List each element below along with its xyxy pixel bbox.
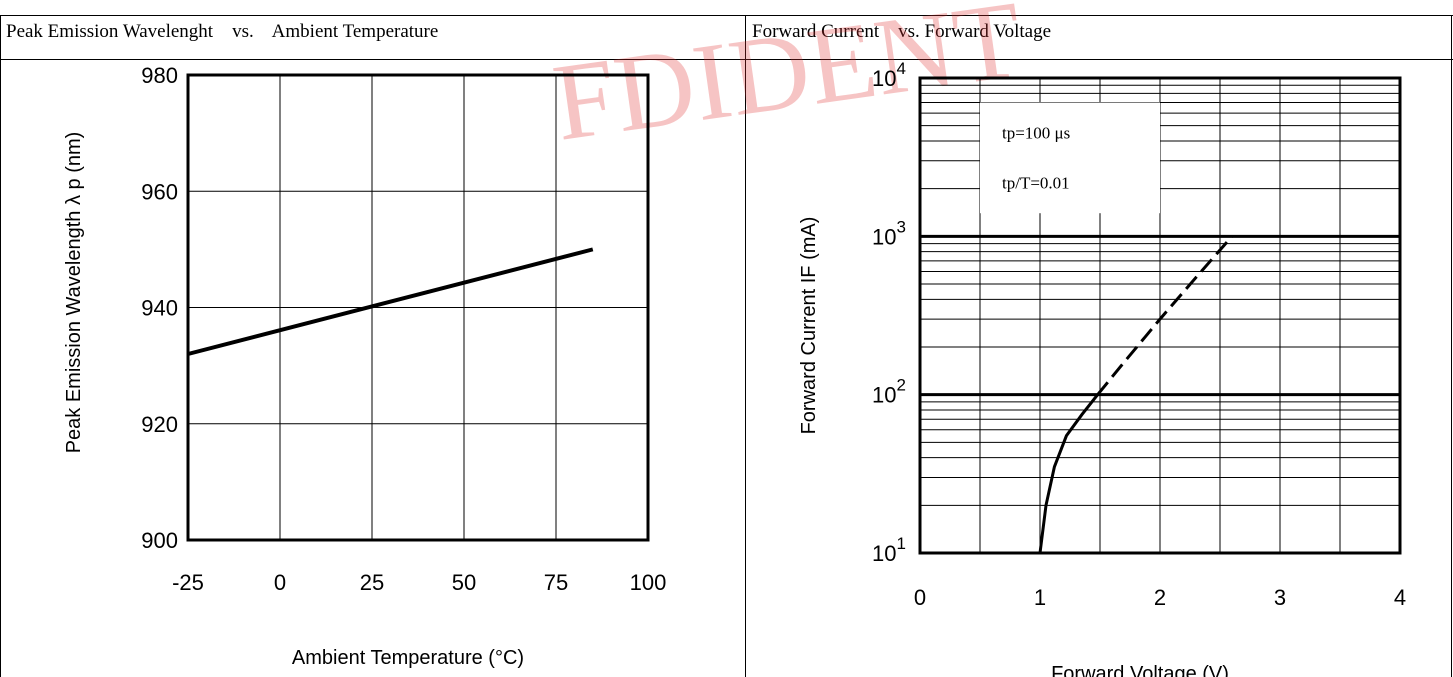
y-tick-label: 104 xyxy=(872,59,906,91)
x-tick-label: 1 xyxy=(1034,585,1046,610)
x-tick-label: 0 xyxy=(274,570,286,595)
x-tick-label: 75 xyxy=(544,570,568,595)
y-tick-base: 10 xyxy=(872,224,896,249)
y-tick-exponent: 1 xyxy=(897,534,906,553)
y-tick-exponent: 4 xyxy=(897,59,906,78)
y-tick-label: 940 xyxy=(141,296,178,321)
y-tick-label: 103 xyxy=(872,217,906,249)
frame-top xyxy=(0,15,1453,16)
y-tick-base: 10 xyxy=(872,66,896,91)
x-axis-title: Ambient Temperature (°C) xyxy=(292,647,524,669)
series-line-dashed xyxy=(1096,235,1234,396)
frame-middle xyxy=(745,15,746,677)
x-tick-label: 4 xyxy=(1394,585,1406,610)
series-line xyxy=(187,247,594,356)
frame-header-divider xyxy=(0,59,1453,60)
annotation-text: tp/T=0.01 xyxy=(1002,174,1070,193)
x-tick-label: 2 xyxy=(1154,585,1166,610)
y-tick-label: 980 xyxy=(141,63,178,88)
y-tick-label: 960 xyxy=(141,179,178,204)
x-tick-label: 3 xyxy=(1274,585,1286,610)
y-tick-exponent: 3 xyxy=(897,217,906,236)
watermark: FDIDENT xyxy=(546,0,1029,164)
series-line-solid xyxy=(1038,393,1099,554)
y-tick-exponent: 2 xyxy=(897,376,906,395)
y-tick-label: 102 xyxy=(872,376,906,408)
left-panel-header: Peak Emission Wavelenght vs. Ambient Tem… xyxy=(6,21,439,42)
x-tick-label: 25 xyxy=(360,570,384,595)
x-tick-label: -25 xyxy=(172,570,204,595)
y-tick-base: 10 xyxy=(872,541,896,566)
plot-frame xyxy=(186,73,650,542)
x-tick-label: 0 xyxy=(914,585,926,610)
y-tick-label: 920 xyxy=(141,412,178,437)
annotation-box xyxy=(980,102,1160,214)
frame-right xyxy=(1451,15,1452,677)
y-tick-label: 900 xyxy=(141,528,178,553)
x-tick-label: 50 xyxy=(452,570,476,595)
y-axis-title: Peak Emission Wavelength λ p (nm) xyxy=(63,132,85,454)
frame-left xyxy=(0,15,1,677)
x-axis-title: Forward Voltage (V) xyxy=(1051,663,1229,677)
y-tick-label: 101 xyxy=(872,534,906,566)
annotation-text: tp=100 μs xyxy=(1002,124,1070,143)
x-tick-label: 100 xyxy=(630,570,667,595)
y-axis-title: Forward Current IF (mA) xyxy=(798,217,820,435)
wavelength-vs-temperature-chart: -25 0 25 50 75 100 900 920 940 960 980 Ambient Temp… xyxy=(63,63,666,669)
right-panel-header: Forward Current vs. Forward Voltage xyxy=(752,21,1052,42)
y-tick-base: 10 xyxy=(872,383,896,408)
plot-frame xyxy=(918,76,1402,555)
